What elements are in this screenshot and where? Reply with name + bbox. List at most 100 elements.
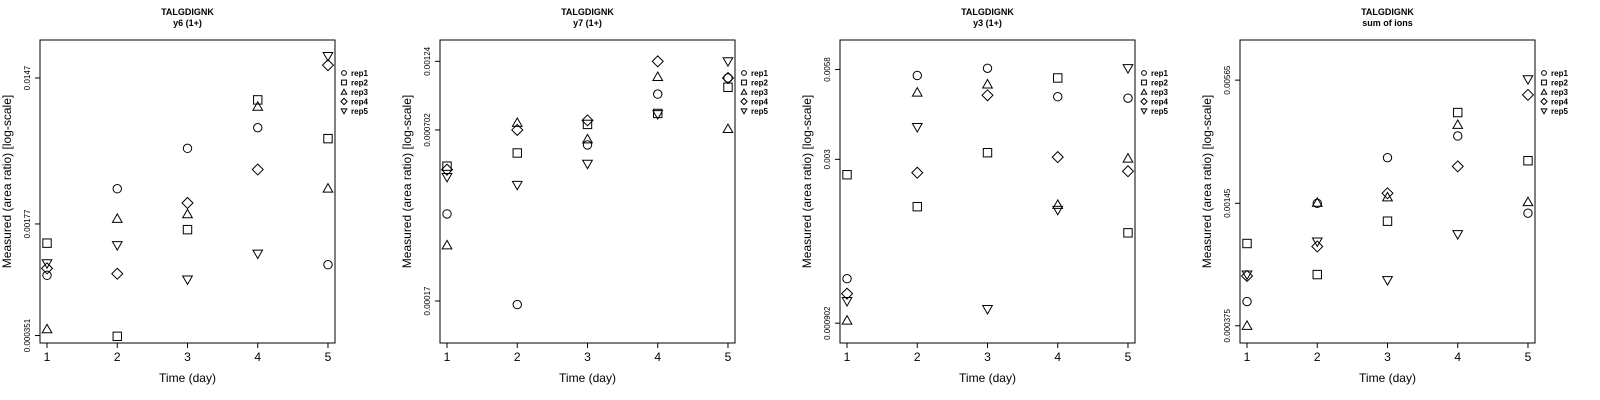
x-tick-label: 5 bbox=[1125, 350, 1132, 364]
x-tick-label: 3 bbox=[1384, 350, 1391, 364]
legend-label: rep1 bbox=[351, 69, 368, 78]
legend-marker-rep1 bbox=[741, 70, 747, 76]
data-point-rep3 bbox=[1311, 196, 1323, 207]
legend-label: rep3 bbox=[1551, 88, 1568, 97]
legend-marker-rep2 bbox=[341, 79, 347, 86]
data-point-rep1 bbox=[1242, 296, 1252, 307]
data-point-rep4 bbox=[1051, 150, 1064, 164]
data-point-rep3 bbox=[322, 182, 334, 193]
legend-marker-rep4 bbox=[740, 97, 748, 106]
data-point-rep1 bbox=[1382, 152, 1393, 163]
data-point-rep3 bbox=[441, 239, 453, 250]
x-tick-label: 1 bbox=[44, 350, 51, 364]
legend-marker-rep3 bbox=[1540, 88, 1548, 95]
data-point-rep3 bbox=[1522, 196, 1534, 207]
legend-label: rep5 bbox=[751, 107, 768, 116]
legend-marker-rep1 bbox=[341, 70, 347, 76]
y-tick-label: 0.000702 bbox=[423, 113, 432, 147]
data-point-rep1 bbox=[323, 260, 333, 270]
plot-frame bbox=[39, 39, 336, 344]
data-point-rep1 bbox=[442, 209, 452, 219]
x-tick-label: 5 bbox=[1525, 350, 1532, 364]
data-point-rep1 bbox=[1123, 93, 1133, 103]
data-point-rep1 bbox=[253, 122, 263, 133]
data-point-rep4 bbox=[40, 262, 54, 275]
x-tick-label: 4 bbox=[654, 350, 661, 364]
y-tick-label: 0.00145 bbox=[1223, 188, 1232, 217]
x-axis-label: Time (day) bbox=[959, 371, 1016, 385]
x-tick-label: 2 bbox=[114, 350, 121, 364]
y-tick-label: 0.0147 bbox=[23, 65, 32, 90]
data-point-rep4 bbox=[440, 163, 454, 176]
data-point-rep5 bbox=[441, 172, 453, 183]
data-point-rep5 bbox=[841, 297, 853, 308]
data-point-rep2 bbox=[253, 95, 263, 105]
x-tick-label: 1 bbox=[844, 350, 851, 364]
legend-marker-rep4 bbox=[340, 97, 348, 106]
legend-marker-rep5 bbox=[740, 108, 748, 115]
data-point-rep5 bbox=[511, 180, 523, 191]
data-point-rep5 bbox=[1241, 270, 1253, 281]
x-tick-label: 2 bbox=[914, 350, 921, 364]
data-point-rep1 bbox=[842, 274, 852, 284]
data-point-rep3 bbox=[1381, 191, 1394, 202]
chart-subtitle: y6 (1+) bbox=[173, 18, 202, 28]
data-point-rep2 bbox=[1053, 73, 1063, 83]
x-tick-label: 1 bbox=[444, 350, 451, 364]
x-tick-label: 3 bbox=[184, 350, 191, 364]
data-point-rep4 bbox=[1311, 240, 1324, 253]
data-point-rep2 bbox=[982, 148, 993, 158]
data-point-rep5 bbox=[581, 159, 594, 170]
data-point-rep3 bbox=[511, 116, 523, 127]
data-point-rep2 bbox=[512, 148, 522, 158]
data-point-rep1 bbox=[1523, 208, 1533, 218]
y-tick-label: 0.000902 bbox=[823, 306, 832, 340]
legend-label: rep5 bbox=[1151, 107, 1168, 116]
data-point-rep2 bbox=[1523, 156, 1533, 166]
data-point-rep1 bbox=[1053, 92, 1063, 102]
chart-subtitle: y3 (1+) bbox=[973, 18, 1002, 28]
data-point-rep5 bbox=[1052, 205, 1064, 216]
data-point-rep1 bbox=[112, 184, 122, 194]
data-point-rep5 bbox=[181, 275, 194, 286]
chart-title: TALGDIGNK bbox=[161, 7, 214, 17]
chart-title: TALGDIGNK bbox=[961, 7, 1014, 17]
data-point-rep2 bbox=[1453, 107, 1463, 118]
legend-label: rep4 bbox=[751, 98, 768, 107]
legend-label: rep2 bbox=[1151, 79, 1168, 88]
legend-label: rep3 bbox=[351, 88, 368, 97]
legend-marker-rep4 bbox=[1140, 97, 1148, 106]
y-tick-label: 0.00565 bbox=[1223, 65, 1232, 94]
legend-marker-rep2 bbox=[1141, 79, 1147, 86]
data-point-rep4 bbox=[1451, 160, 1464, 173]
data-point-rep2 bbox=[842, 170, 852, 180]
legend-label: rep1 bbox=[751, 69, 768, 78]
y-axis-label: Measured (area ratio) [log-scale] bbox=[400, 95, 414, 268]
data-point-rep2 bbox=[1123, 228, 1133, 238]
data-point-rep1 bbox=[1453, 131, 1463, 141]
y-axis-label: Measured (area ratio) [log-scale] bbox=[1200, 95, 1214, 268]
data-point-rep2 bbox=[1242, 238, 1252, 249]
data-point-rep5 bbox=[1381, 276, 1394, 287]
x-tick-label: 3 bbox=[584, 350, 591, 364]
data-point-rep2 bbox=[912, 201, 922, 212]
data-point-rep5 bbox=[1122, 64, 1134, 75]
data-point-rep4 bbox=[651, 55, 664, 68]
y-tick-label: 0.000351 bbox=[23, 318, 32, 352]
data-point-rep2 bbox=[653, 108, 663, 119]
data-point-rep3 bbox=[252, 100, 264, 111]
data-point-rep1 bbox=[182, 143, 193, 154]
data-point-rep1 bbox=[912, 70, 922, 81]
data-point-rep3 bbox=[581, 133, 594, 144]
data-point-rep3 bbox=[41, 323, 53, 334]
data-point-rep1 bbox=[1312, 198, 1322, 208]
x-tick-label: 4 bbox=[1054, 350, 1061, 364]
legend-label: rep4 bbox=[1551, 98, 1568, 107]
data-point-rep4 bbox=[981, 89, 994, 102]
data-point-rep1 bbox=[582, 140, 593, 150]
data-point-rep4 bbox=[1381, 187, 1394, 200]
